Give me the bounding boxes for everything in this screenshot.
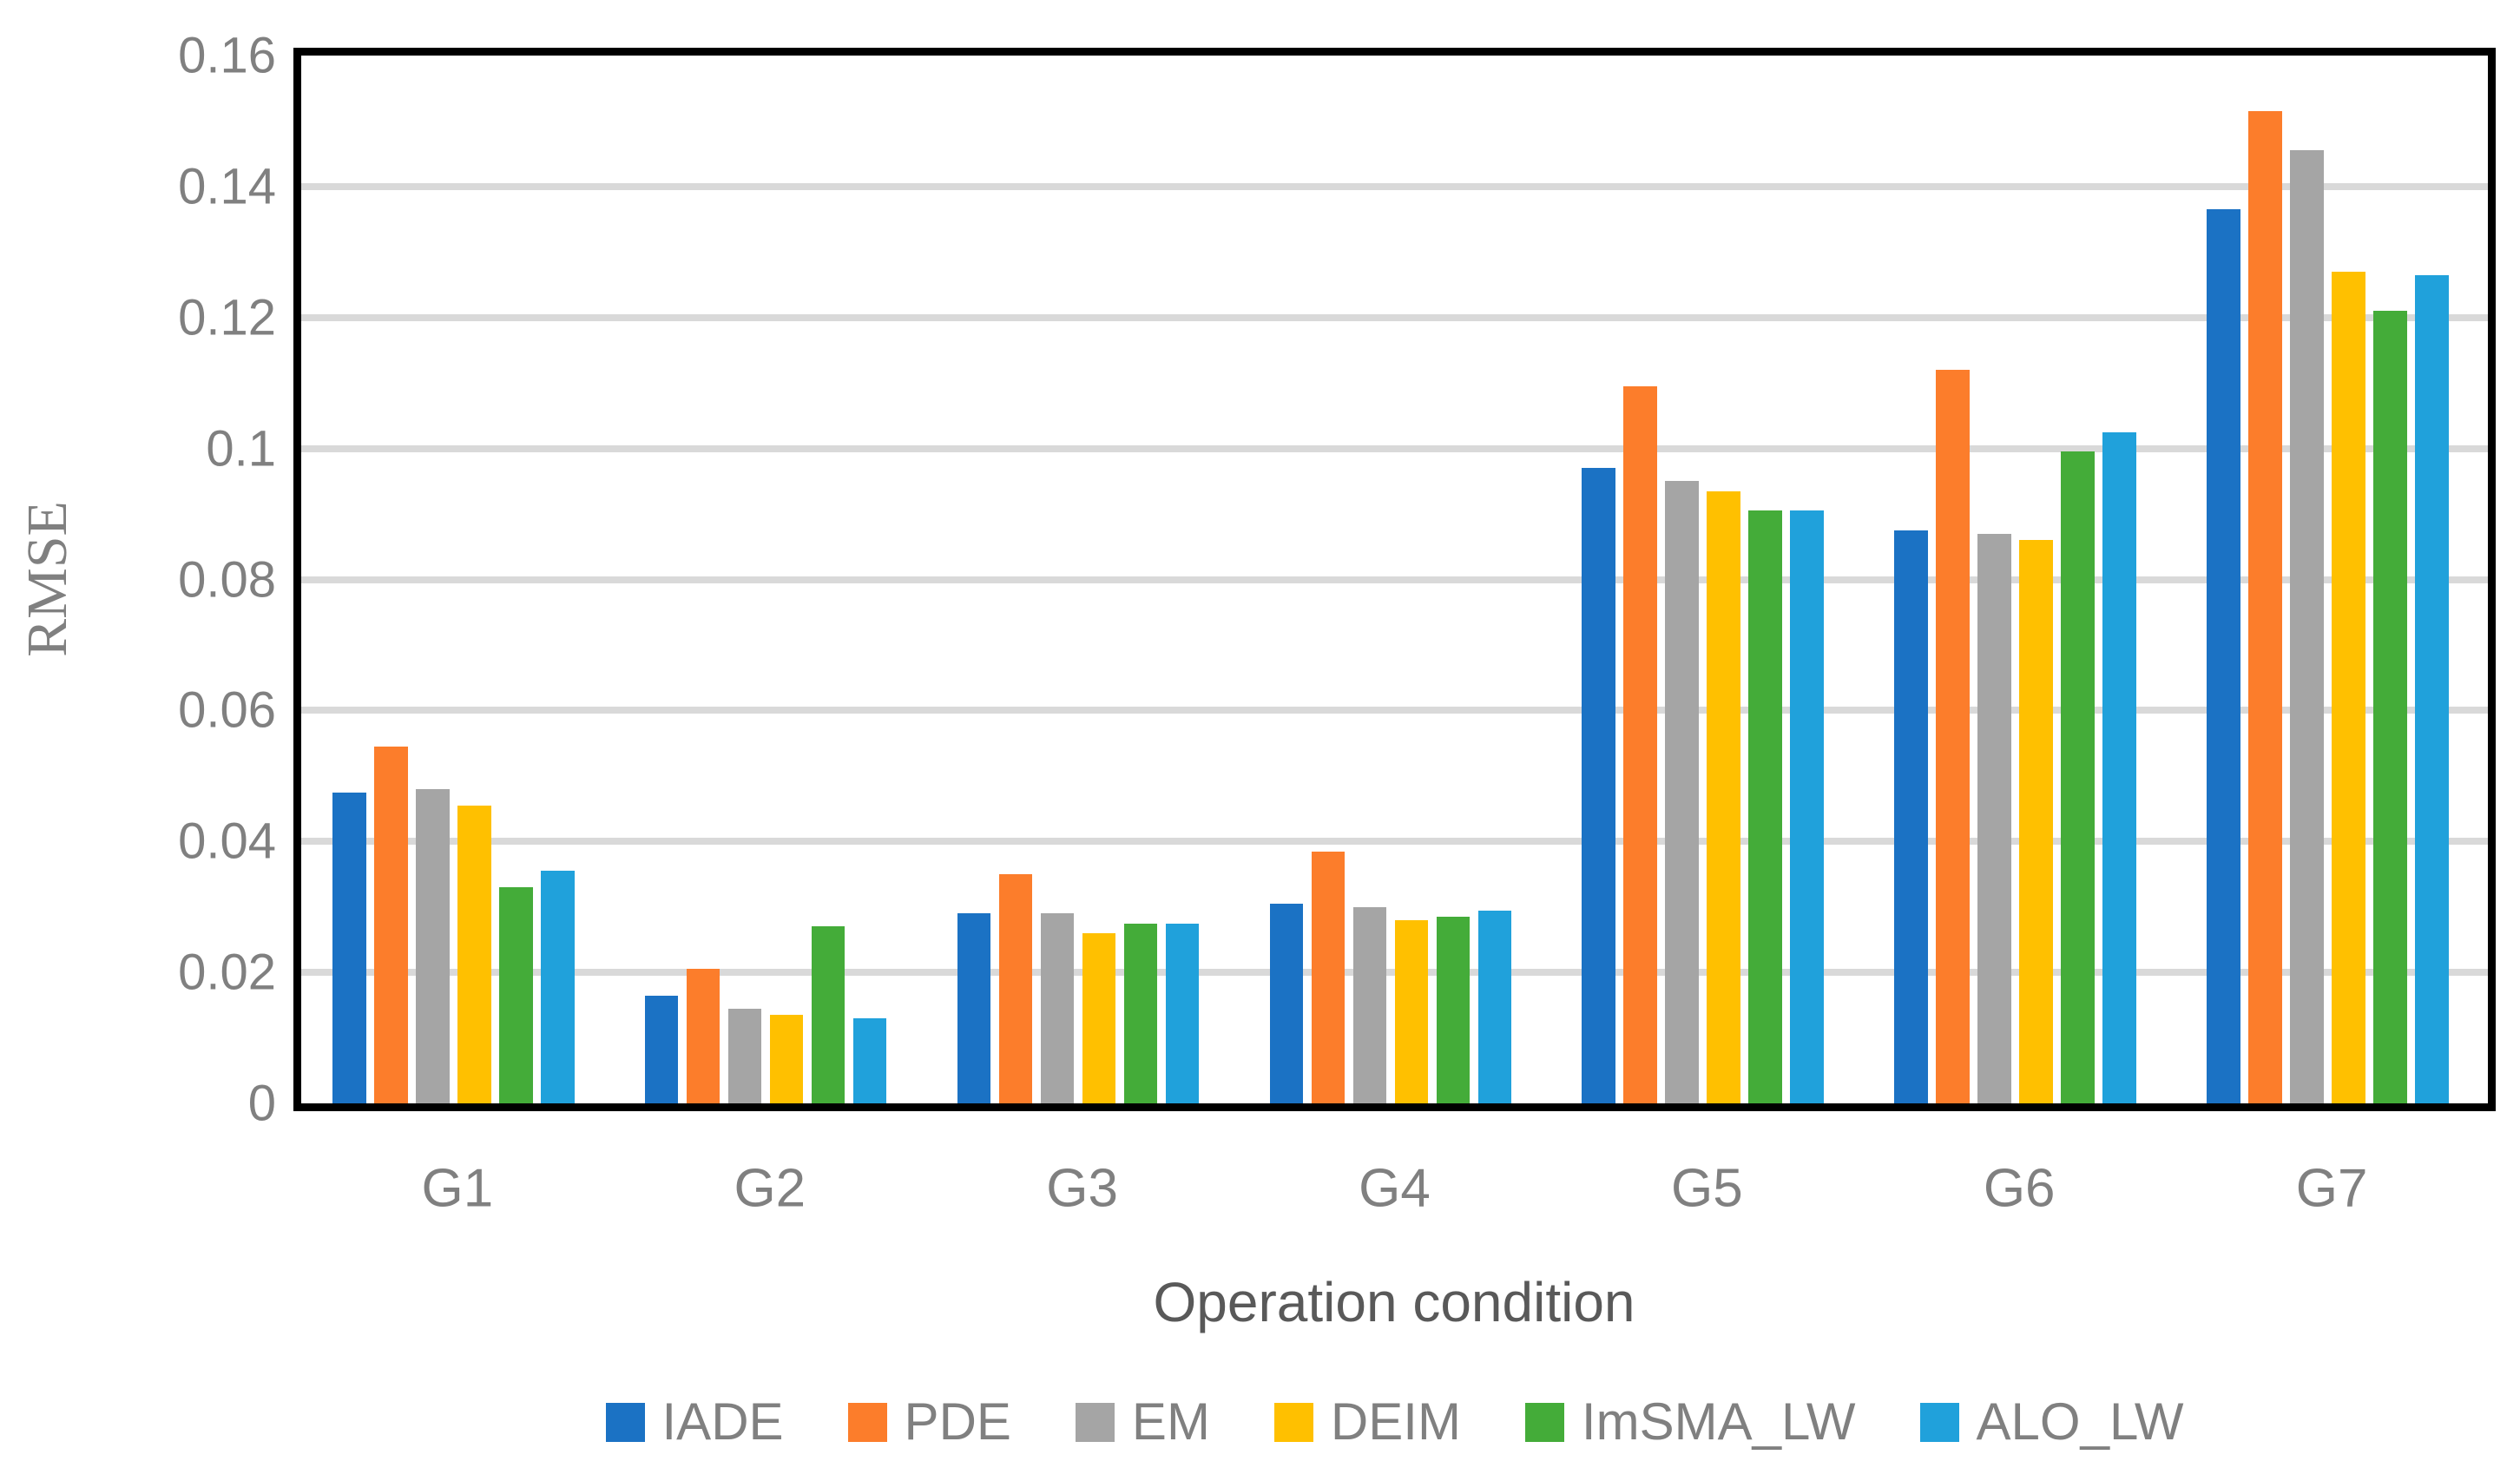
- bar-EM-G7: [2290, 150, 2324, 1103]
- gridline: [301, 313, 2488, 321]
- bar-DEIM-G7: [2332, 271, 2365, 1103]
- legend-item-PDE: PDE: [847, 1392, 1011, 1451]
- x-category-label-G2: G2: [734, 1158, 806, 1219]
- y-tick-label: 0.04: [178, 813, 276, 870]
- bar-DEIM-G1: [457, 805, 491, 1103]
- bar-IADE-G3: [957, 913, 991, 1103]
- bar-ImSMA_LW-G5: [1748, 510, 1782, 1103]
- bar-IADE-G5: [1582, 468, 1615, 1103]
- y-tick-label: 0.1: [206, 420, 276, 477]
- bar-EM-G5: [1665, 481, 1699, 1103]
- bar-PDE-G4: [1311, 851, 1346, 1103]
- bar-DEIM-G2: [769, 1015, 804, 1103]
- legend-item-EM: EM: [1075, 1392, 1210, 1451]
- x-category-label-G3: G3: [1046, 1158, 1118, 1219]
- legend: IADE PDE EM DEIM ImSMA_LW ALO_LW: [301, 1387, 2488, 1457]
- legend-label: PDE: [904, 1392, 1011, 1451]
- legend-label: ALO_LW: [1976, 1392, 2184, 1451]
- bar-IADE-G6: [1894, 530, 1928, 1103]
- legend-swatch-icon: [1273, 1402, 1313, 1442]
- bar-DEIM-G5: [1707, 490, 1740, 1103]
- legend-item-DEIM: DEIM: [1273, 1392, 1461, 1451]
- bar-ALO_LW-G6: [2102, 431, 2136, 1103]
- gridline: [301, 707, 2488, 714]
- legend-label: ImSMA_LW: [1581, 1392, 1856, 1451]
- y-tick-label: 0.14: [178, 158, 276, 215]
- bar-ALO_LW-G5: [1790, 510, 1824, 1103]
- y-tick-label: 0.08: [178, 551, 276, 608]
- x-category-label-G4: G4: [1359, 1158, 1431, 1219]
- bar-DEIM-G4: [1394, 919, 1429, 1103]
- legend-item-ALO_LW: ALO_LW: [1919, 1392, 2184, 1451]
- y-tick-label: 0.02: [178, 944, 276, 1001]
- bar-DEIM-G6: [2019, 540, 2053, 1103]
- bar-EM-G4: [1352, 906, 1387, 1103]
- bar-PDE-G6: [1936, 370, 1970, 1103]
- bar-ImSMA_LW-G1: [499, 887, 533, 1103]
- bar-DEIM-G3: [1082, 932, 1116, 1103]
- bar-IADE-G2: [644, 995, 679, 1103]
- x-category-label-G1: G1: [421, 1158, 494, 1219]
- bar-ALO_LW-G7: [2415, 274, 2449, 1103]
- gridline: [301, 444, 2488, 452]
- gridline: [301, 576, 2488, 583]
- legend-swatch-icon: [605, 1402, 645, 1442]
- bar-ALO_LW-G1: [541, 871, 575, 1103]
- bar-PDE-G1: [374, 746, 408, 1103]
- legend-item-IADE: IADE: [605, 1392, 784, 1451]
- y-tick-label: 0.06: [178, 681, 276, 739]
- bar-ALO_LW-G4: [1477, 910, 1512, 1103]
- gridline: [301, 182, 2488, 190]
- bar-PDE-G7: [2248, 111, 2282, 1103]
- plot-area: [293, 48, 2496, 1111]
- legend-swatch-icon: [847, 1402, 887, 1442]
- x-category-label-G7: G7: [2295, 1158, 2368, 1219]
- y-tick-label: 0.16: [178, 27, 276, 84]
- x-axis-title: Operation condition: [1153, 1271, 1635, 1333]
- bar-PDE-G2: [686, 969, 720, 1103]
- y-tick-label: 0.12: [178, 289, 276, 346]
- legend-swatch-icon: [1919, 1402, 1959, 1442]
- gridline: [301, 838, 2488, 846]
- y-tick-label: 0: [247, 1075, 276, 1132]
- bar-EM-G3: [1040, 913, 1075, 1103]
- legend-swatch-icon: [1524, 1402, 1564, 1442]
- bar-ImSMA_LW-G3: [1123, 923, 1158, 1103]
- bar-IADE-G4: [1269, 903, 1304, 1103]
- x-category-label-G5: G5: [1671, 1158, 1743, 1219]
- legend-swatch-icon: [1075, 1402, 1115, 1442]
- bar-ALO_LW-G2: [852, 1017, 887, 1103]
- legend-item-ImSMA_LW: ImSMA_LW: [1524, 1392, 1856, 1451]
- bar-IADE-G1: [332, 792, 366, 1103]
- legend-label: EM: [1131, 1392, 1210, 1451]
- x-category-label-G6: G6: [1983, 1158, 2056, 1219]
- bar-PDE-G5: [1623, 386, 1657, 1103]
- bar-PDE-G3: [998, 874, 1033, 1103]
- bar-ImSMA_LW-G6: [2061, 451, 2095, 1103]
- bar-ImSMA_LW-G7: [2373, 311, 2407, 1103]
- gridline: [301, 969, 2488, 977]
- bar-IADE-G7: [2207, 209, 2240, 1103]
- legend-label: IADE: [661, 1392, 784, 1451]
- bar-ImSMA_LW-G4: [1436, 917, 1471, 1103]
- bar-EM-G2: [727, 1008, 762, 1103]
- bar-EM-G6: [1977, 533, 2011, 1103]
- legend-label: DEIM: [1330, 1392, 1461, 1451]
- bar-EM-G1: [416, 788, 450, 1103]
- bar-ALO_LW-G3: [1165, 923, 1200, 1103]
- bar-ImSMA_LW-G2: [811, 926, 845, 1103]
